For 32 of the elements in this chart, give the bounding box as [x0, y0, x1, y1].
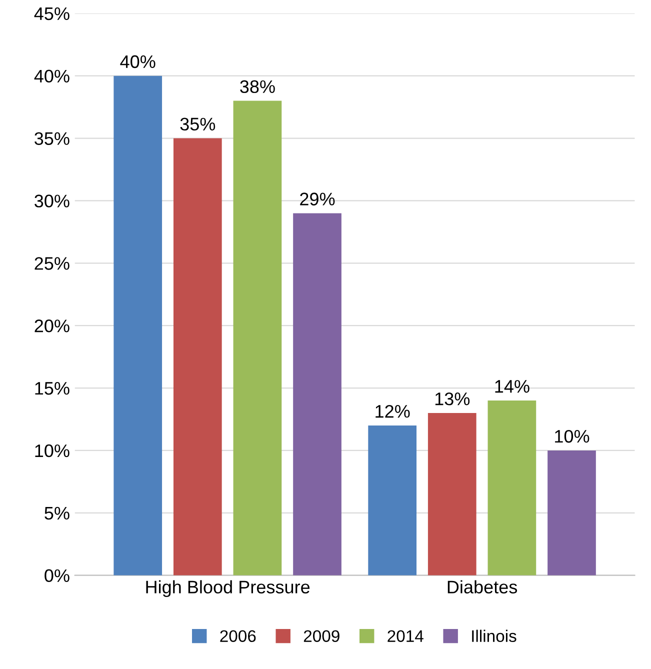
y-tick-label: 25% [34, 257, 70, 270]
bar [488, 400, 536, 576]
y-tick-label: 15% [35, 382, 70, 395]
text: 35% [180, 118, 216, 131]
bar [293, 213, 342, 576]
text: 38% [240, 80, 275, 94]
x-tick-label: High Blood Pressure [146, 580, 310, 598]
bar [548, 450, 596, 576]
y-tick-label: 10% [35, 444, 70, 458]
text: 10% [555, 430, 590, 443]
bar [368, 425, 417, 576]
x-tick-label: Diabetes [448, 580, 518, 594]
legend-label: Illinois [472, 630, 516, 642]
text: 40% [120, 55, 156, 68]
y-tick-label: 30% [34, 194, 70, 208]
text: 12% [376, 404, 410, 418]
y-tick-label: 20% [34, 320, 70, 332]
bar [173, 138, 222, 576]
text: 29% [300, 192, 335, 206]
text: 13% [435, 392, 470, 406]
y-tick-label: 45% [34, 7, 70, 20]
bar [428, 412, 476, 576]
legend-label: 2006 [220, 630, 256, 642]
y-tick-label: 0% [44, 569, 70, 582]
legend-label: 2009 [304, 630, 340, 642]
y-tick-label: 5% [44, 506, 70, 520]
legend-label: 2014 [388, 630, 424, 642]
bar [114, 76, 162, 576]
bar [233, 100, 282, 576]
y-tick-label: 35% [34, 132, 70, 145]
text: 14% [495, 380, 530, 393]
y-tick-label: 40% [34, 70, 70, 83]
